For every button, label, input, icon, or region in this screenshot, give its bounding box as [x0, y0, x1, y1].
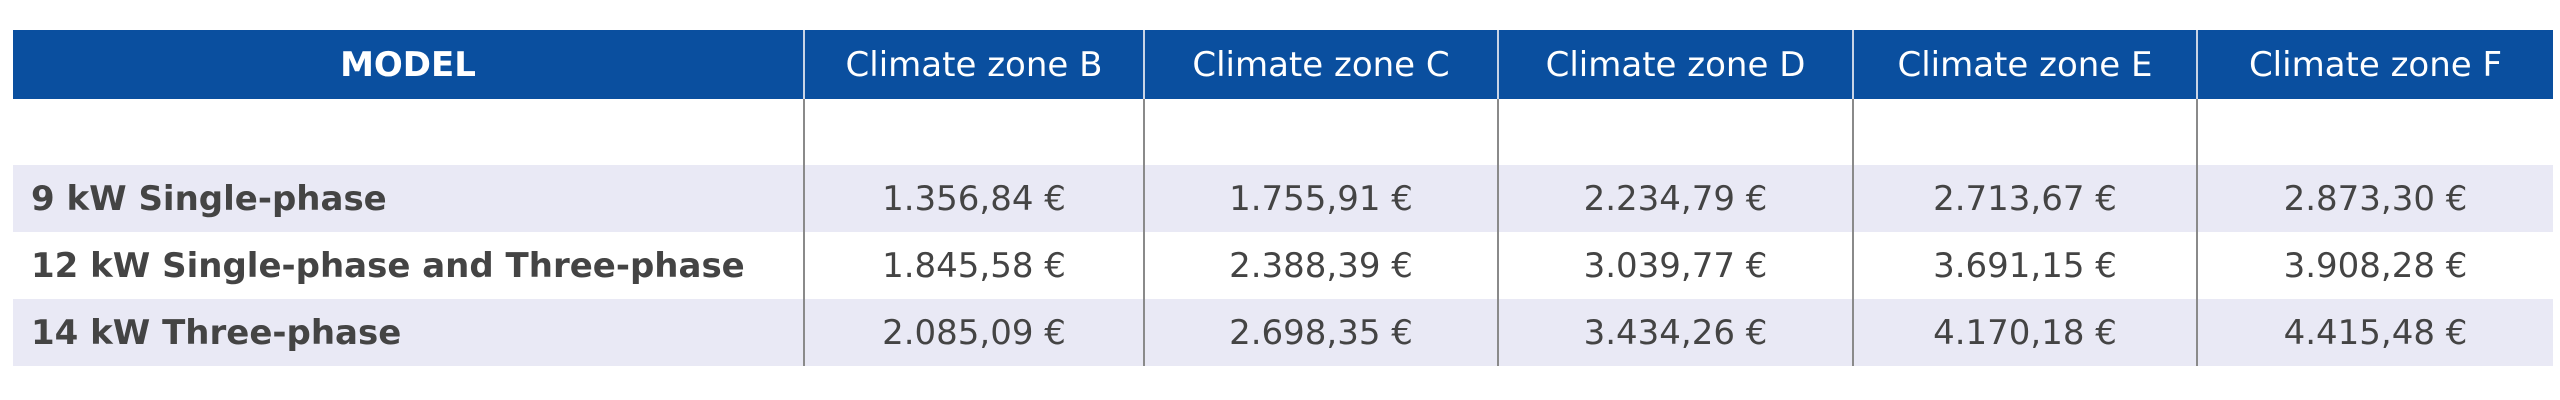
blank-cell [1852, 99, 2196, 165]
price-cell: 3.434,26 € [1497, 299, 1852, 366]
price-cell: 4.415,48 € [2196, 299, 2553, 366]
blank-cell [803, 99, 1143, 165]
price-cell: 1.755,91 € [1143, 165, 1497, 232]
header-cell: Climate zone B [803, 30, 1143, 99]
price-cell: 2.388,39 € [1143, 232, 1497, 299]
price-cell: 1.356,84 € [803, 165, 1143, 232]
blank-cell [1143, 99, 1497, 165]
table-row: 14 kW Three-phase 2.085,09 €2.698,35 €3.4… [13, 299, 2553, 366]
header-cell: Climate zone D [1497, 30, 1852, 99]
header-row: MODEL Climate zone B Climate zone C Climate… [13, 30, 2553, 99]
price-cell: 3.908,28 € [2196, 232, 2553, 299]
blank-row [13, 99, 2553, 165]
table-row: 9 kW Single-phase 1.356,84 €1.755,91 €2.2… [13, 165, 2553, 232]
blank-cell [2196, 99, 2553, 165]
price-cell: 2.698,35 € [1143, 299, 1497, 366]
price-cell: 2.085,09 € [803, 299, 1143, 366]
table-body: 9 kW Single-phase 1.356,84 €1.755,91 €2.2… [13, 165, 2553, 366]
price-cell: 4.170,18 € [1852, 299, 2196, 366]
blank-cell [1497, 99, 1852, 165]
price-cell: 3.691,15 € [1852, 232, 2196, 299]
header-cell: Climate zone F [2196, 30, 2553, 99]
header-cell: Climate zone C [1143, 30, 1497, 99]
model-cell: 14 kW Three-phase [31, 312, 402, 353]
blank-cell [13, 99, 803, 165]
price-cell: 2.873,30 € [2196, 165, 2553, 232]
price-cell: 2.713,67 € [1852, 165, 2196, 232]
price-table: MODEL Climate zone B Climate zone C Climate… [13, 30, 2553, 366]
model-cell: 12 kW Single-phase and Three-phase [31, 245, 745, 286]
price-cell: 1.845,58 € [803, 232, 1143, 299]
price-cell: 2.234,79 € [1497, 165, 1852, 232]
price-cell: 3.039,77 € [1497, 232, 1852, 299]
header-cell: Climate zone E [1852, 30, 2196, 99]
table-row: 12 kW Single-phase and Three-phase 1.845,… [13, 232, 2553, 299]
header-cell: MODEL [340, 44, 476, 85]
model-cell: 9 kW Single-phase [31, 178, 387, 219]
